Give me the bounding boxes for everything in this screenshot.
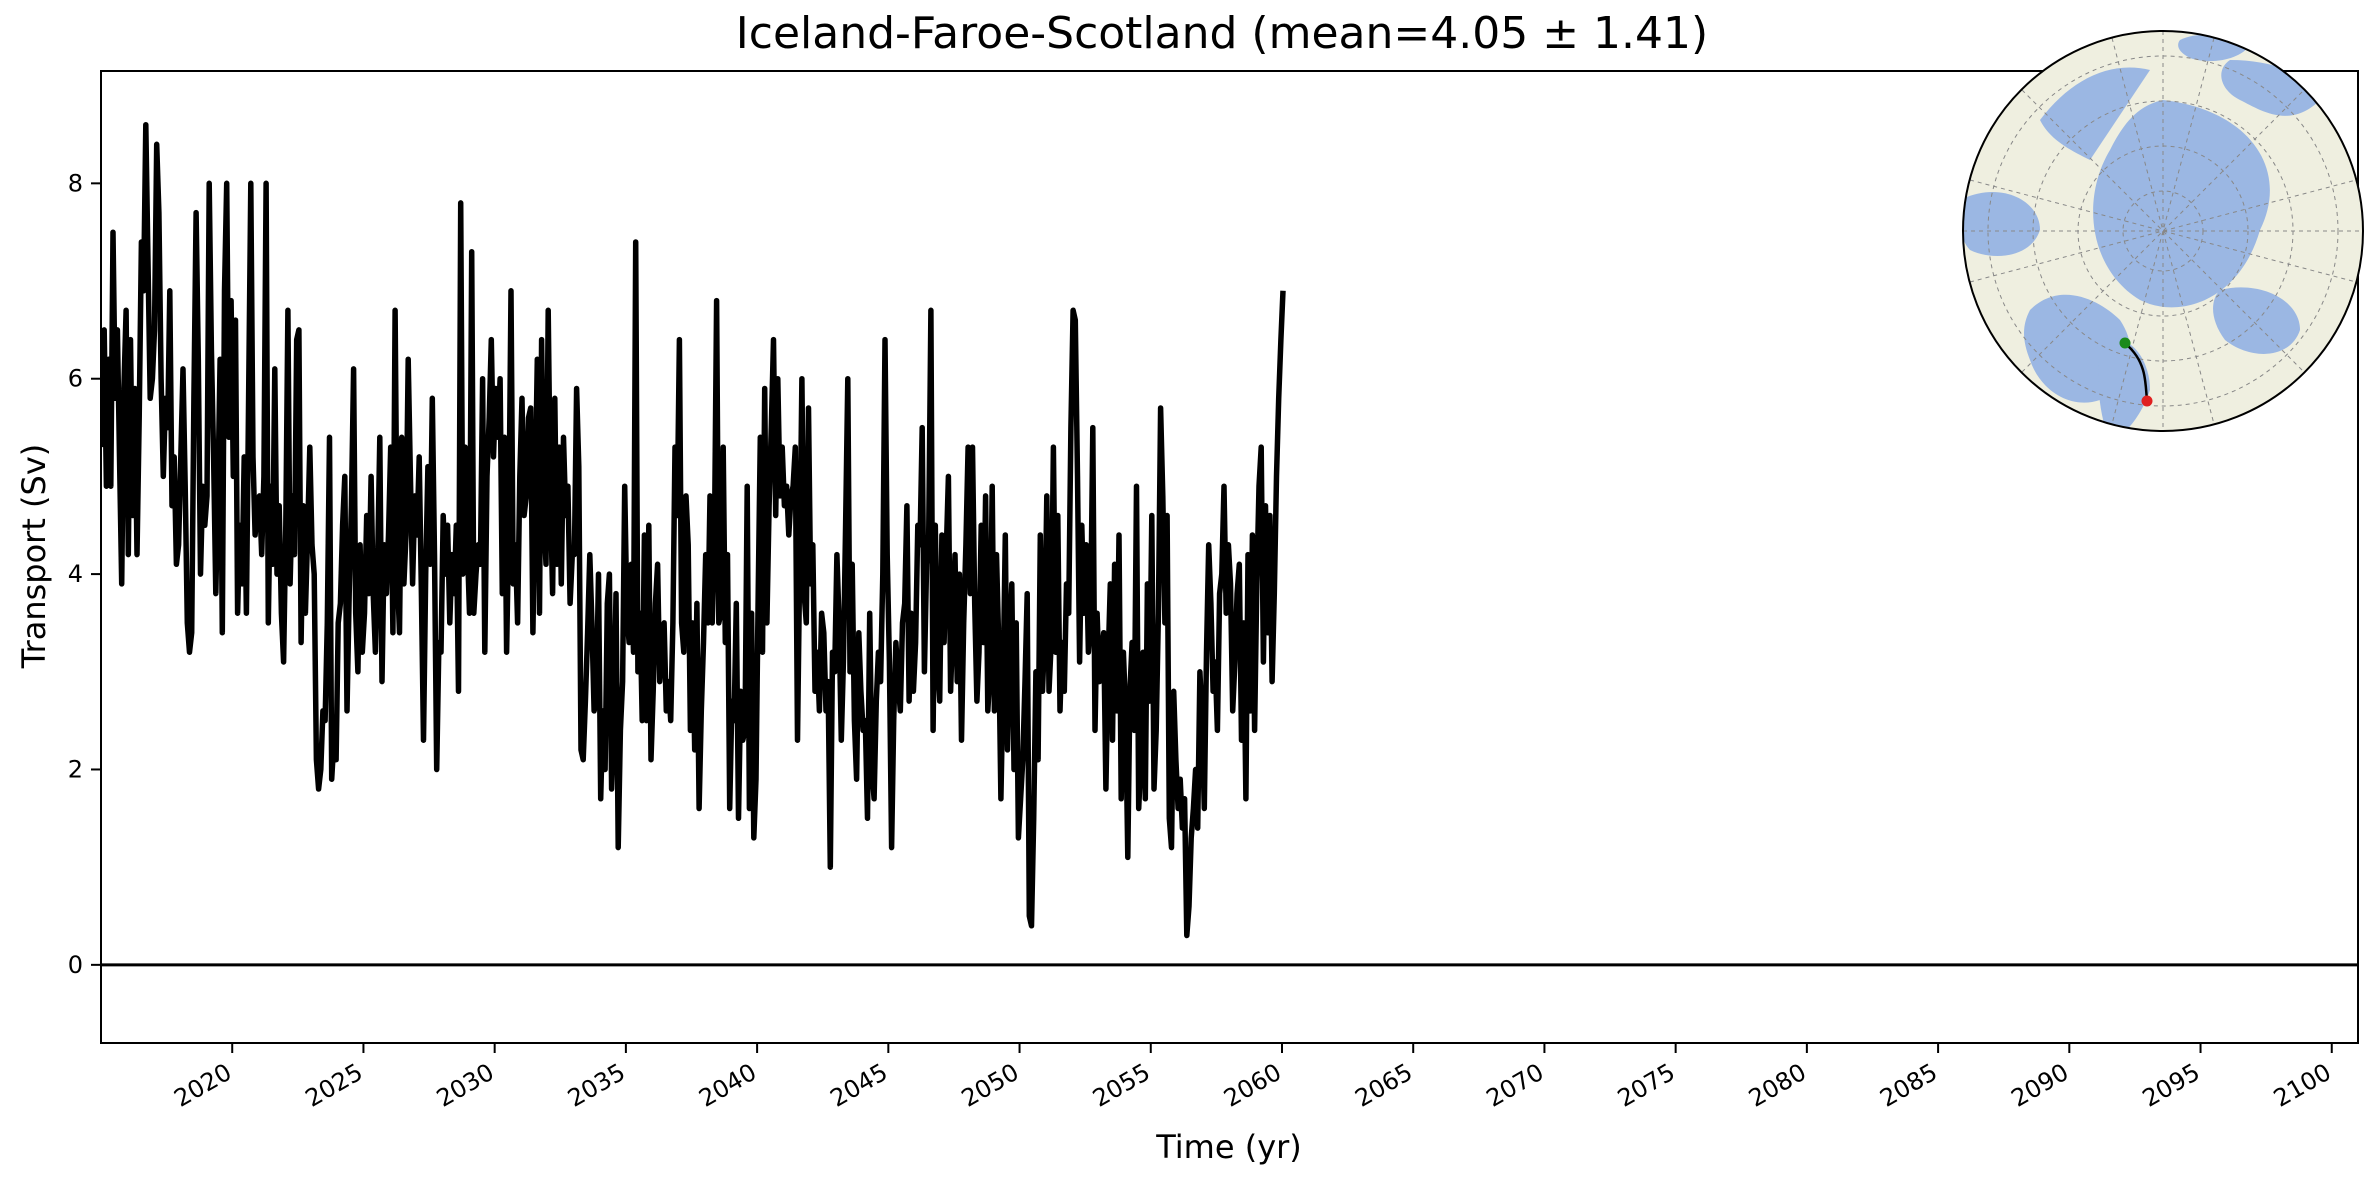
transport-series-line: [101, 121, 1286, 939]
x-tick-label: 2060: [1219, 1058, 1286, 1113]
y-tick-label: 6: [68, 365, 83, 393]
y-tick-label: 2: [68, 755, 83, 783]
x-tick-label: 2090: [2006, 1058, 2073, 1113]
chart-title: Iceland-Faroe-Scotland (mean=4.05 ± 1.41…: [736, 8, 1708, 59]
map-graticule: [1963, 31, 2363, 431]
x-tick-label: 2030: [432, 1058, 499, 1113]
section-end-marker: [2141, 395, 2153, 407]
section-line: [2124, 342, 2149, 402]
x-tick-label: 2050: [957, 1058, 1024, 1113]
x-tick-label: 2035: [563, 1058, 630, 1113]
x-tick-label: 2055: [1088, 1058, 1155, 1113]
x-tick-label: 2100: [2269, 1058, 2336, 1113]
map-border: [1962, 30, 2364, 432]
x-tick-label: 2095: [2138, 1058, 2205, 1113]
x-tick-label: 2040: [694, 1058, 761, 1113]
y-tick-label: 0: [68, 951, 83, 979]
x-tick-label: 2045: [826, 1058, 893, 1113]
x-tick-label: 2080: [1744, 1058, 1811, 1113]
x-tick-label: 2075: [1613, 1058, 1680, 1113]
x-axis-label: Time (yr): [1155, 1128, 1302, 1166]
x-tick-label: 2025: [301, 1058, 368, 1113]
x-tick-label: 2020: [169, 1058, 236, 1113]
section-start-marker: [2119, 337, 2131, 349]
y-tick-label: 4: [68, 560, 83, 588]
y-axis-label: Transport (Sv): [15, 444, 53, 670]
x-tick-label: 2070: [1482, 1058, 1549, 1113]
x-tick-label: 2085: [1875, 1058, 1942, 1113]
plot-frame: [100, 70, 2359, 1044]
inset-polar-map: [1962, 30, 2364, 432]
x-tick-label: 2065: [1350, 1058, 1417, 1113]
y-tick-label: 8: [68, 169, 83, 197]
